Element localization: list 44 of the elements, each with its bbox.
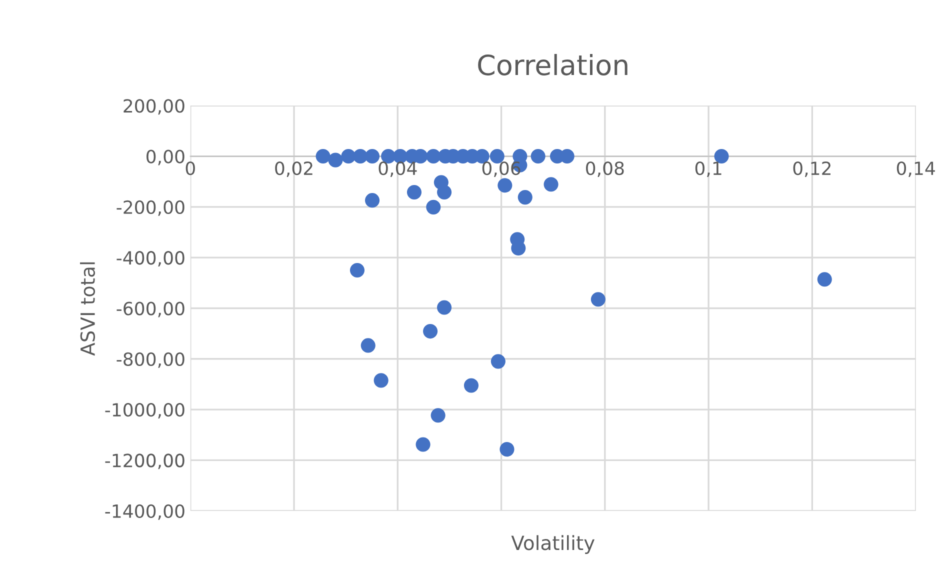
point — [464, 378, 479, 393]
x-tick-label: 0 — [186, 161, 195, 176]
point — [360, 338, 376, 353]
x-axis-title: Volatility — [511, 535, 595, 554]
y-tick-label: 0,00 — [146, 150, 184, 166]
point — [328, 152, 343, 168]
y-tick-label: -800,00 — [116, 352, 184, 368]
x-tick-label: 0,08 — [586, 161, 624, 177]
x-tick-label: 0,12 — [793, 161, 830, 177]
y-tick-label: -600,00 — [116, 302, 184, 318]
point — [430, 408, 446, 423]
y-tick-label: -200,00 — [116, 200, 184, 216]
point — [364, 193, 380, 208]
point — [406, 184, 422, 200]
point — [530, 148, 546, 164]
point — [437, 184, 452, 200]
x-tick-label: 0,02 — [275, 161, 312, 177]
point — [490, 354, 506, 369]
point — [817, 272, 832, 287]
y-tick-label: -1400,00 — [105, 504, 184, 520]
point — [544, 177, 558, 192]
y-tick-label: -400,00 — [116, 251, 184, 267]
x-tick-label: 0,06 — [482, 161, 520, 177]
point — [364, 148, 380, 164]
x-tick-label: 0,1 — [695, 161, 722, 177]
point — [374, 373, 388, 388]
point — [498, 178, 512, 193]
point — [423, 324, 438, 339]
x-tick-label: 0,04 — [378, 161, 417, 177]
point — [350, 262, 365, 278]
point — [426, 200, 441, 214]
point — [416, 437, 430, 452]
y-tick-label: -1200,00 — [105, 454, 184, 470]
y-tick-label: -1000,00 — [105, 403, 184, 419]
chart-title: Correlation — [478, 54, 628, 76]
point — [500, 442, 514, 457]
y-axis-title: ASVI total — [80, 262, 96, 356]
point — [590, 292, 606, 307]
point — [341, 148, 356, 164]
x-tick-label: 0,14 — [896, 161, 935, 177]
point — [437, 300, 452, 315]
point — [518, 190, 532, 205]
point — [316, 148, 330, 164]
y-tick-label: 200,00 — [124, 99, 184, 115]
